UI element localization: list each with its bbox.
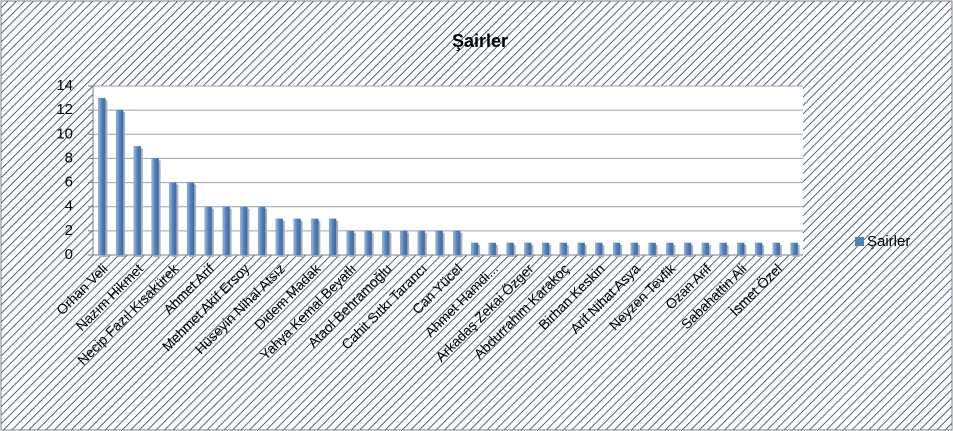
y-tick-label: 8: [65, 149, 73, 166]
bar: [222, 206, 230, 256]
bar: [506, 242, 514, 256]
bar: [364, 230, 372, 256]
y-tick-label: 6: [65, 174, 73, 191]
bar: [772, 242, 781, 256]
bar: [612, 242, 621, 256]
bar: [311, 218, 319, 256]
bar: [790, 242, 798, 256]
bar: [382, 230, 390, 256]
bar: [346, 230, 355, 256]
legend-swatch: [855, 237, 864, 246]
bar: [666, 242, 674, 256]
bar: [754, 242, 763, 256]
y-tick-label: 2: [65, 222, 73, 239]
bar: [701, 242, 710, 256]
bar: [453, 230, 461, 256]
y-tick-label: 10: [56, 125, 73, 142]
plot-area: [93, 86, 803, 255]
bar: [293, 218, 301, 256]
y-tick-label: 12: [56, 101, 73, 118]
bar: [240, 206, 248, 256]
bar: [257, 206, 266, 256]
bar: [399, 230, 408, 256]
legend-label: Şairler: [867, 233, 910, 250]
bar: [524, 242, 532, 256]
bar: [559, 242, 568, 256]
bar: [577, 242, 585, 256]
bar: [595, 242, 603, 256]
bar: [133, 146, 142, 256]
bar: [470, 242, 479, 256]
bar: [275, 218, 284, 256]
y-tick-label: 4: [65, 198, 73, 215]
y-tick-label: 14: [56, 77, 73, 94]
bar: [541, 242, 550, 256]
bar: [737, 242, 745, 256]
bar: [328, 218, 337, 256]
bar: [630, 242, 639, 256]
bar: [186, 182, 195, 256]
chart-title: Şairler: [452, 31, 508, 51]
bar: [488, 242, 497, 256]
bar: [204, 206, 213, 256]
bar: [435, 230, 443, 256]
y-tick-label: 0: [65, 246, 73, 263]
bar: [151, 158, 159, 256]
bar: [683, 242, 692, 256]
bar: [98, 97, 106, 256]
bar: [115, 109, 124, 256]
bar: [719, 242, 727, 256]
bar: [417, 230, 426, 256]
bar: [169, 182, 177, 256]
bar: [648, 242, 656, 256]
